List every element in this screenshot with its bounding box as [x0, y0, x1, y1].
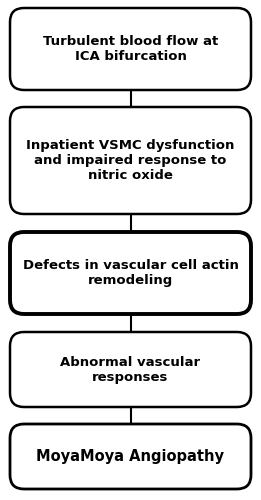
Text: Turbulent blood flow at
ICA bifurcation: Turbulent blood flow at ICA bifurcation	[43, 35, 218, 63]
Text: Abnormal vascular
responses: Abnormal vascular responses	[61, 356, 200, 384]
FancyBboxPatch shape	[10, 232, 251, 314]
FancyBboxPatch shape	[10, 8, 251, 90]
FancyBboxPatch shape	[10, 424, 251, 489]
Text: Defects in vascular cell actin
remodeling: Defects in vascular cell actin remodelin…	[22, 259, 239, 287]
FancyBboxPatch shape	[10, 107, 251, 214]
FancyBboxPatch shape	[10, 332, 251, 407]
Text: MoyaMoya Angiopathy: MoyaMoya Angiopathy	[37, 449, 224, 464]
Text: Inpatient VSMC dysfunction
and impaired response to
nitric oxide: Inpatient VSMC dysfunction and impaired …	[26, 139, 235, 182]
